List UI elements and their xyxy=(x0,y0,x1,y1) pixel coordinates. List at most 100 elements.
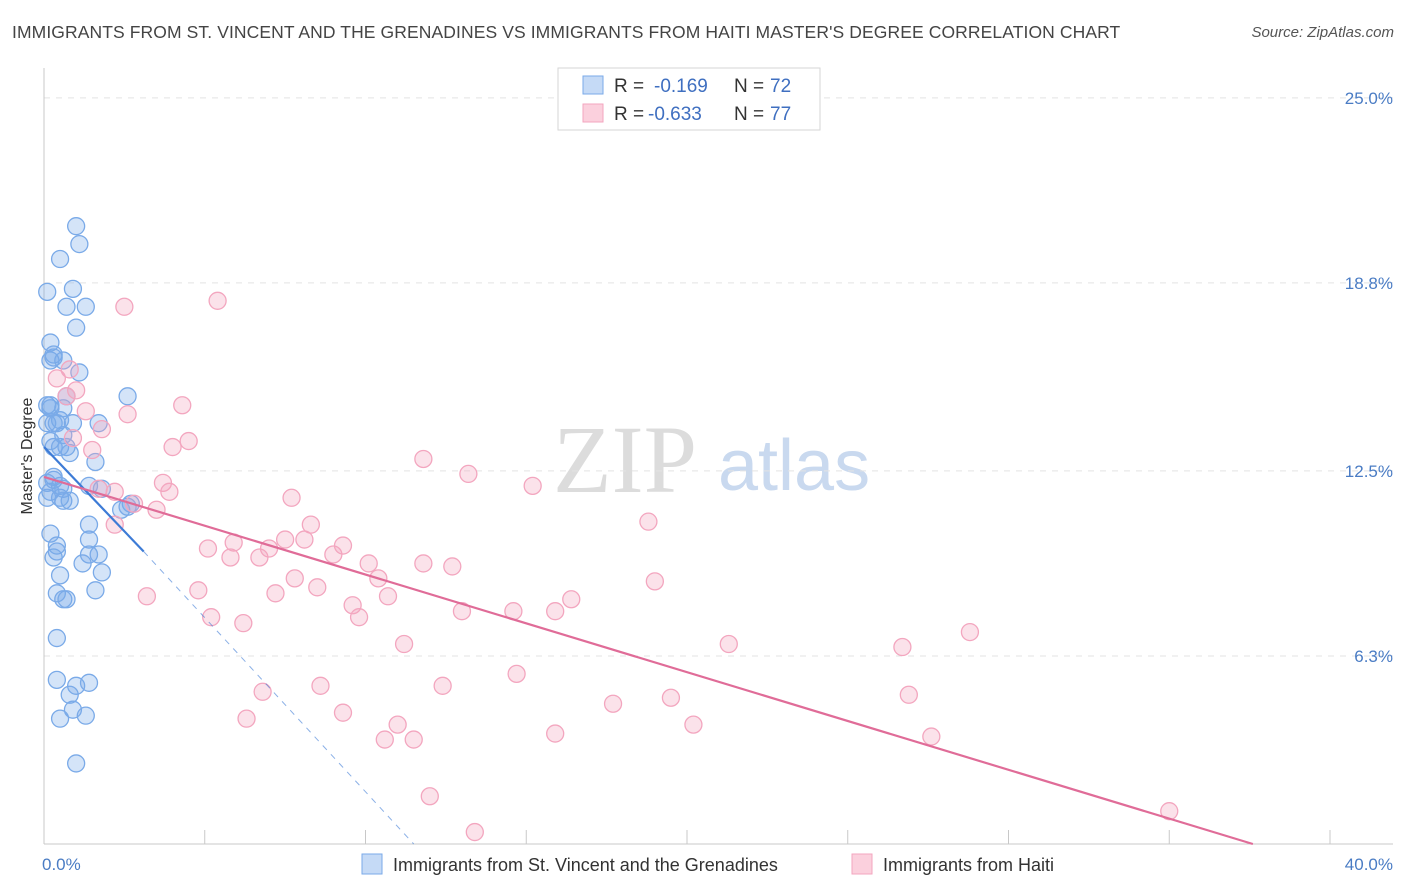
series-legend: Immigrants from St. Vincent and the Gren… xyxy=(361,853,1054,875)
bottom-legend-swatch-st-vincent xyxy=(361,853,383,875)
series-st-vincent xyxy=(38,217,140,773)
watermark-zip: ZIP xyxy=(553,406,697,513)
data-point xyxy=(47,536,67,555)
data-point xyxy=(92,419,112,439)
data-point xyxy=(79,545,99,564)
data-point xyxy=(899,685,918,704)
legend-swatch-haiti xyxy=(582,103,604,123)
data-point xyxy=(41,333,60,352)
data-point xyxy=(922,727,941,746)
data-point xyxy=(50,709,70,728)
data-point xyxy=(38,282,57,301)
data-point xyxy=(404,730,423,749)
legend-n-value-0: 72 xyxy=(770,76,791,97)
data-point xyxy=(237,709,256,728)
data-point xyxy=(67,217,86,236)
data-point xyxy=(562,590,581,609)
data-point xyxy=(208,291,227,310)
data-point xyxy=(275,530,295,549)
legend-n-value-1: 77 xyxy=(770,104,791,125)
bottom-legend-swatch-haiti xyxy=(851,853,873,875)
data-point xyxy=(507,664,526,684)
data-point xyxy=(76,402,95,421)
data-point xyxy=(79,530,99,549)
data-point xyxy=(645,572,664,591)
data-point xyxy=(295,530,314,549)
data-point xyxy=(375,730,394,749)
data-point xyxy=(86,452,105,472)
x-tick-label-1: 40.0% xyxy=(1345,855,1393,874)
data-point xyxy=(719,634,738,654)
data-point xyxy=(266,584,285,603)
data-point xyxy=(603,694,623,713)
data-point xyxy=(202,608,221,627)
data-point xyxy=(311,676,330,695)
data-point xyxy=(250,548,269,567)
data-point xyxy=(173,396,192,415)
data-point xyxy=(234,613,253,633)
series-haiti xyxy=(47,291,1179,842)
data-point xyxy=(67,381,86,400)
data-point xyxy=(50,249,70,269)
chart-title: IMMIGRANTS FROM ST. VINCENT AND THE GREN… xyxy=(12,22,1121,42)
data-point xyxy=(57,297,76,316)
data-point xyxy=(89,545,108,564)
legend-r-value-0: -0.169 xyxy=(654,76,708,97)
data-point xyxy=(44,348,63,367)
data-point xyxy=(179,431,198,451)
legend-n-label-1: N = xyxy=(734,104,764,125)
data-point xyxy=(118,387,137,406)
source-label: Source: ZipAtlas.com xyxy=(1251,24,1394,41)
legend-n-label-0: N = xyxy=(734,76,764,97)
watermark-atlas: atlas xyxy=(718,426,870,506)
data-point xyxy=(47,369,67,388)
data-point xyxy=(420,787,439,806)
data-point xyxy=(67,318,86,337)
data-point xyxy=(189,581,208,600)
data-point xyxy=(960,622,980,642)
data-point xyxy=(50,566,70,585)
trend-line-1 xyxy=(43,475,1254,846)
data-point xyxy=(73,554,92,573)
data-point xyxy=(388,715,407,734)
bottom-legend-label-haiti: Immigrants from Haiti xyxy=(883,855,1054,875)
data-point xyxy=(105,515,124,534)
data-point xyxy=(92,563,112,582)
data-point xyxy=(153,473,173,493)
correlation-legend: R = -0.169 N = 72 R = -0.633 N = 77 xyxy=(557,67,821,131)
data-point xyxy=(76,297,95,316)
data-point xyxy=(378,587,398,606)
data-point xyxy=(661,688,681,707)
legend-swatch-st-vincent xyxy=(582,75,604,95)
data-point xyxy=(459,464,478,484)
data-point xyxy=(349,608,369,627)
axes xyxy=(43,68,1393,845)
data-point xyxy=(79,515,99,534)
data-point xyxy=(60,491,79,510)
y-tick-label-0: 6.3% xyxy=(1354,647,1393,666)
data-point xyxy=(147,500,166,519)
data-point xyxy=(47,414,67,433)
data-point xyxy=(160,482,179,501)
data-point xyxy=(546,724,565,743)
y-tick-label-2: 18.8% xyxy=(1345,274,1393,293)
data-point xyxy=(70,234,89,254)
data-point xyxy=(60,685,79,704)
data-point xyxy=(57,387,76,406)
x-axis-ticks xyxy=(204,830,1331,844)
trend-lines xyxy=(43,446,1254,846)
data-point xyxy=(47,628,67,648)
data-point xyxy=(433,676,452,695)
y-axis-title: Master's Degree xyxy=(19,397,36,514)
data-point xyxy=(465,822,484,842)
data-point xyxy=(67,754,86,773)
y-tick-label-1: 12.5% xyxy=(1345,462,1393,481)
bottom-legend-label-st-vincent: Immigrants from St. Vincent and the Gren… xyxy=(393,855,778,875)
data-point xyxy=(333,703,353,722)
data-point xyxy=(57,590,76,609)
data-point xyxy=(394,634,414,654)
legend-r-value-1: -0.633 xyxy=(648,104,702,125)
data-point xyxy=(86,581,105,600)
data-point xyxy=(47,542,67,561)
